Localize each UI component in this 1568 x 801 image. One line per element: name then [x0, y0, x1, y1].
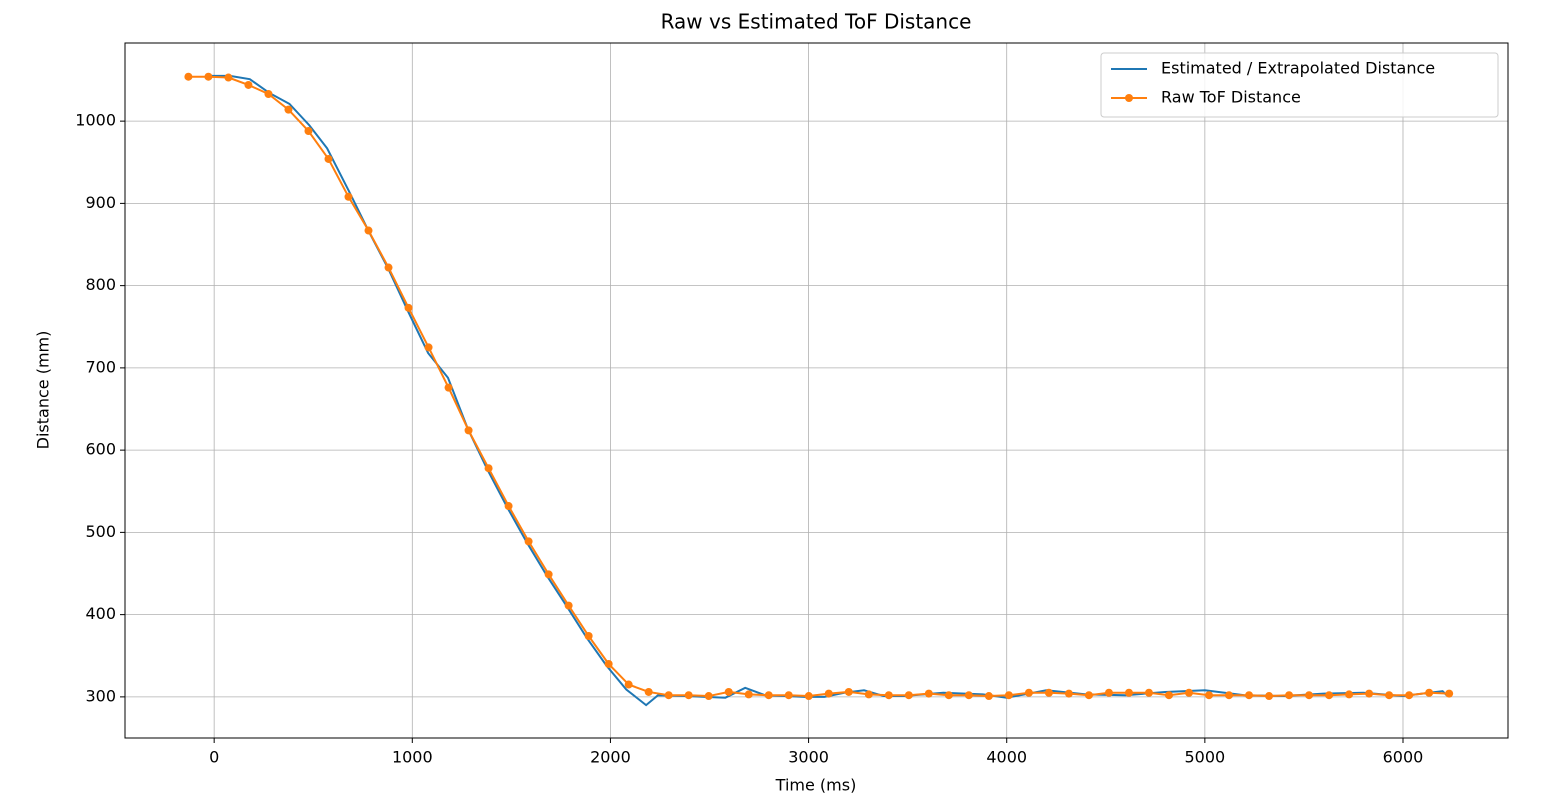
- y-tick-label: 800: [85, 275, 116, 294]
- x-tick-label: 6000: [1383, 748, 1424, 767]
- data-point: [524, 537, 533, 546]
- y-tick-label: 900: [85, 193, 116, 212]
- data-point: [1024, 688, 1033, 697]
- data-point: [344, 192, 353, 201]
- data-point: [1245, 691, 1254, 700]
- legend-label: Raw ToF Distance: [1161, 88, 1301, 107]
- data-point: [1164, 691, 1173, 700]
- data-point: [924, 689, 933, 698]
- data-point: [624, 680, 633, 689]
- data-point: [244, 80, 253, 89]
- data-point: [804, 692, 813, 701]
- data-point: [844, 687, 853, 696]
- x-tick-label: 4000: [986, 748, 1027, 767]
- data-point: [284, 105, 293, 114]
- data-point: [744, 690, 753, 699]
- data-point: [564, 601, 573, 610]
- data-point: [884, 691, 893, 700]
- x-axis-label: Time (ms): [775, 776, 857, 795]
- data-point: [1365, 689, 1374, 698]
- data-point: [944, 691, 953, 700]
- data-point: [504, 502, 513, 511]
- data-point: [1345, 690, 1354, 699]
- data-point: [1184, 688, 1193, 697]
- x-tick-label: 1000: [392, 748, 433, 767]
- data-point: [824, 689, 833, 698]
- data-point: [1425, 688, 1434, 697]
- data-point: [664, 691, 673, 700]
- data-point: [204, 72, 213, 81]
- data-point: [1445, 689, 1454, 698]
- data-point: [984, 692, 993, 701]
- data-point: [1104, 688, 1113, 697]
- data-point: [324, 154, 333, 163]
- data-line: [188, 75, 1450, 698]
- data-point: [1064, 689, 1073, 698]
- data-point: [704, 692, 713, 701]
- data-point: [444, 383, 453, 392]
- data-point: [184, 72, 193, 81]
- data-point: [404, 303, 413, 312]
- data-point: [724, 687, 733, 696]
- data-point: [304, 127, 313, 136]
- data-point: [1285, 691, 1294, 700]
- data-point: [1144, 688, 1153, 697]
- data-point: [904, 691, 913, 700]
- y-tick-label: 1000: [75, 111, 116, 130]
- data-point: [224, 73, 233, 82]
- plot-frame: [124, 42, 1509, 739]
- x-tick-label: 3000: [788, 748, 829, 767]
- y-tick-label: 600: [85, 440, 116, 459]
- data-line: [208, 74, 1448, 707]
- data-point: [604, 659, 613, 668]
- y-tick-label: 500: [85, 522, 116, 541]
- data-point: [1205, 691, 1214, 700]
- data-point: [964, 691, 973, 700]
- data-point: [424, 343, 433, 352]
- data-point: [544, 570, 553, 579]
- data-point: [644, 687, 653, 696]
- y-tick-label: 400: [85, 604, 116, 623]
- data-point: [1385, 691, 1394, 700]
- data-point: [684, 691, 693, 700]
- data-point: [1044, 688, 1053, 697]
- x-tick-label: 2000: [590, 748, 631, 767]
- y-tick-label: 300: [85, 686, 116, 705]
- data-point: [864, 690, 873, 699]
- data-point: [1084, 691, 1093, 700]
- legend-box: [1100, 52, 1499, 118]
- data-point: [1265, 692, 1274, 701]
- data-point: [1405, 691, 1414, 700]
- data-point: [1225, 691, 1234, 700]
- data-point: [384, 263, 393, 272]
- data-point: [464, 426, 473, 435]
- data-point: [1305, 691, 1314, 700]
- data-point: [484, 464, 493, 473]
- legend-label: Estimated / Extrapolated Distance: [1161, 59, 1435, 78]
- data-point: [264, 89, 273, 98]
- legend-marker: [1125, 94, 1133, 102]
- data-point: [784, 691, 793, 700]
- x-tick-label: 5000: [1184, 748, 1225, 767]
- data-point: [1004, 691, 1013, 700]
- data-point: [364, 226, 373, 235]
- data-point: [584, 632, 593, 641]
- data-point: [1124, 688, 1133, 697]
- data-point: [1325, 691, 1334, 700]
- chart-title: Raw vs Estimated ToF Distance: [661, 10, 972, 34]
- y-tick-label: 700: [85, 357, 116, 376]
- x-tick-label: 0: [209, 748, 219, 767]
- data-point: [764, 691, 773, 700]
- y-axis-label: Distance (mm): [34, 331, 53, 450]
